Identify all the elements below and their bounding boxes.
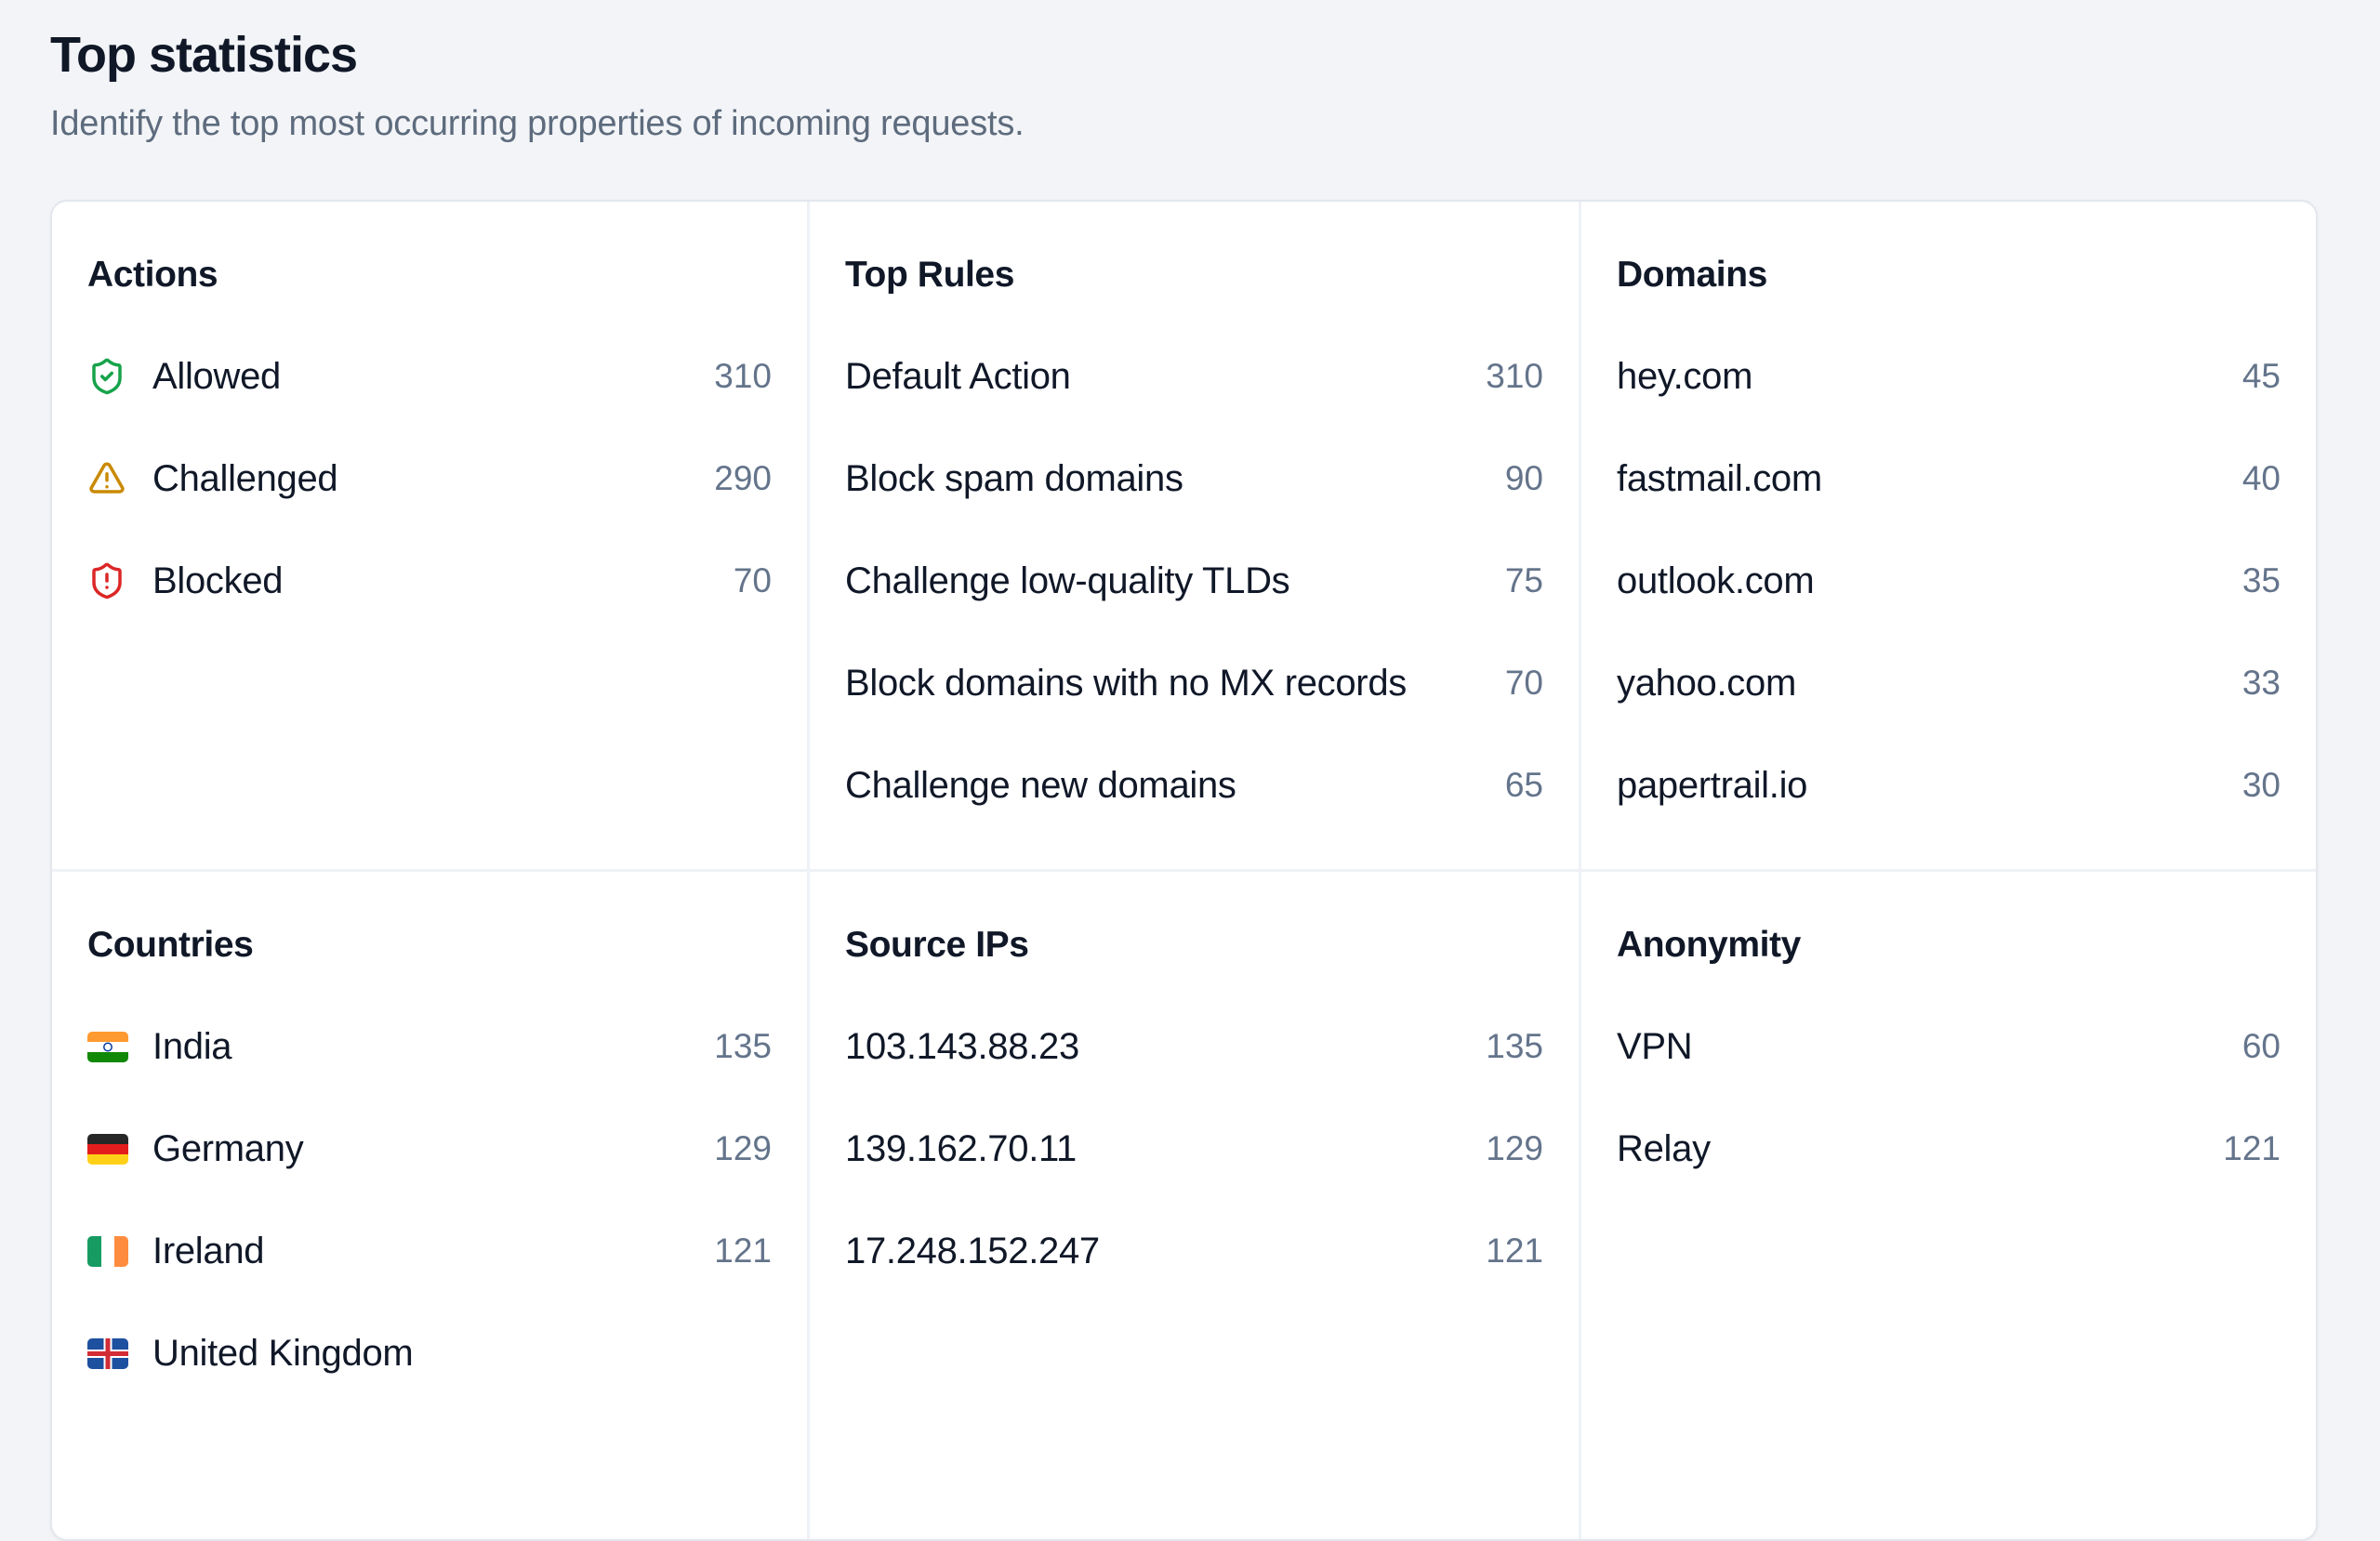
stat-label: Relay <box>1617 1128 2208 1170</box>
actions-list: Allowed 310 Challenged 290 Blocked 70 <box>87 354 772 603</box>
stat-value: 45 <box>2242 357 2281 396</box>
stat-label: 17.248.152.247 <box>845 1231 1471 1272</box>
stat-row: papertrail.io 30 <box>1617 763 2281 808</box>
stat-value: 30 <box>2242 766 2281 805</box>
countries-list: India 135 Germany 129 Ireland 121 United Kingd… <box>87 1024 772 1376</box>
stat-row: Default Action 310 <box>845 354 1543 399</box>
flag-ireland-icon <box>87 1236 128 1267</box>
stat-row: outlook.com 35 <box>1617 559 2281 603</box>
statistics-card: Actions Allowed 310 Challenged 290 Blocked 70… <box>50 200 2318 1541</box>
stat-row: VPN 60 <box>1617 1024 2281 1069</box>
stat-row: United Kingdom <box>87 1331 772 1376</box>
top-rules-list: Default Action 310 Block spam domains 90 Cha… <box>845 354 1543 808</box>
stat-row: 17.248.152.247 121 <box>845 1229 1543 1273</box>
stat-label: Block spam domains <box>845 458 1490 500</box>
stat-value: 70 <box>734 561 772 600</box>
stat-row: Block spam domains 90 <box>845 456 1543 501</box>
stat-label: VPN <box>1617 1026 2228 1068</box>
stat-label: United Kingdom <box>152 1333 757 1375</box>
stat-label: fastmail.com <box>1617 458 2228 500</box>
stat-row: Challenge new domains 65 <box>845 763 1543 808</box>
stat-row: Block domains with no MX records 70 <box>845 661 1543 705</box>
stat-value: 121 <box>1486 1231 1543 1271</box>
panel-domains: Domains hey.com 45 fastmail.com 40 outlook.c… <box>1581 202 2316 869</box>
stat-label: Ireland <box>152 1231 699 1272</box>
stat-label: Block domains with no MX records <box>845 663 1490 705</box>
domains-list: hey.com 45 fastmail.com 40 outlook.com 35 yaho… <box>1617 354 2281 808</box>
stat-row: Allowed 310 <box>87 354 772 399</box>
panel-title: Domains <box>1617 254 2281 296</box>
panel-source-ips: Source IPs 103.143.88.23 135 139.162.70.11… <box>810 872 1579 1539</box>
shield-check-icon <box>87 357 126 396</box>
stat-row: hey.com 45 <box>1617 354 2281 399</box>
panel-title: Actions <box>87 254 772 296</box>
stat-value: 290 <box>714 459 772 498</box>
stat-value: 40 <box>2242 459 2281 498</box>
stat-value: 121 <box>2223 1129 2281 1168</box>
stat-value: 129 <box>1486 1129 1543 1168</box>
flag-united-kingdom-icon <box>87 1338 128 1369</box>
triangle-alert-icon <box>87 459 126 498</box>
flag-germany-icon <box>87 1134 128 1165</box>
stat-value: 70 <box>1505 664 1543 703</box>
stat-label: India <box>152 1026 699 1068</box>
stat-label: hey.com <box>1617 356 2228 398</box>
stat-row: Germany 129 <box>87 1126 772 1171</box>
stat-value: 60 <box>2242 1027 2281 1066</box>
stat-row: Relay 121 <box>1617 1126 2281 1171</box>
panel-title: Countries <box>87 924 772 967</box>
stat-label: Default Action <box>845 356 1471 398</box>
panel-top-rules: Top Rules Default Action 310 Block spam do… <box>810 202 1579 869</box>
stat-row: yahoo.com 33 <box>1617 661 2281 705</box>
stat-value: 35 <box>2242 561 2281 600</box>
stat-row: Ireland 121 <box>87 1229 772 1273</box>
stat-value: 310 <box>1486 357 1543 396</box>
top-statistics-page: Top statistics Identify the top most occ… <box>0 0 2380 1541</box>
panel-title: Source IPs <box>845 924 1543 967</box>
stat-value: 121 <box>714 1231 772 1271</box>
panel-title: Top Rules <box>845 254 1543 296</box>
stat-value: 65 <box>1505 766 1543 805</box>
stat-label: papertrail.io <box>1617 765 2228 807</box>
stat-value: 310 <box>714 357 772 396</box>
stat-value: 90 <box>1505 459 1543 498</box>
stat-value: 75 <box>1505 561 1543 600</box>
page-title: Top statistics <box>50 24 2318 86</box>
stat-label: Blocked <box>152 560 719 602</box>
page-subtitle: Identify the top most occurring properti… <box>50 100 2318 147</box>
stat-value: 135 <box>714 1027 772 1066</box>
stat-label: 139.162.70.11 <box>845 1128 1471 1170</box>
stat-row: India 135 <box>87 1024 772 1069</box>
panel-countries: Countries India 135 Germany 129 Ireland 121 Un… <box>52 872 807 1539</box>
stat-label: 103.143.88.23 <box>845 1026 1471 1068</box>
panel-actions: Actions Allowed 310 Challenged 290 Blocked 70 <box>52 202 807 869</box>
flag-india-icon <box>87 1032 128 1062</box>
stat-label: Allowed <box>152 356 699 398</box>
stat-label: Germany <box>152 1128 699 1170</box>
stat-label: yahoo.com <box>1617 663 2228 705</box>
stat-value: 33 <box>2242 664 2281 703</box>
stat-label: Challenge low-quality TLDs <box>845 560 1490 602</box>
stat-label: Challenged <box>152 458 699 500</box>
stat-label: outlook.com <box>1617 560 2228 602</box>
anonymity-list: VPN 60 Relay 121 <box>1617 1024 2281 1171</box>
panel-anonymity: Anonymity VPN 60 Relay 121 <box>1581 872 2316 1539</box>
stat-row: Blocked 70 <box>87 559 772 603</box>
stat-value: 129 <box>714 1129 772 1168</box>
stat-row: fastmail.com 40 <box>1617 456 2281 501</box>
shield-alert-icon <box>87 561 126 600</box>
stat-label: Challenge new domains <box>845 765 1490 807</box>
panel-title: Anonymity <box>1617 924 2281 967</box>
stat-value: 135 <box>1486 1027 1543 1066</box>
stat-row: Challenge low-quality TLDs 75 <box>845 559 1543 603</box>
stat-row: 103.143.88.23 135 <box>845 1024 1543 1069</box>
stat-row: 139.162.70.11 129 <box>845 1126 1543 1171</box>
stat-row: Challenged 290 <box>87 456 772 501</box>
source-ips-list: 103.143.88.23 135 139.162.70.11 129 17.248.1… <box>845 1024 1543 1273</box>
